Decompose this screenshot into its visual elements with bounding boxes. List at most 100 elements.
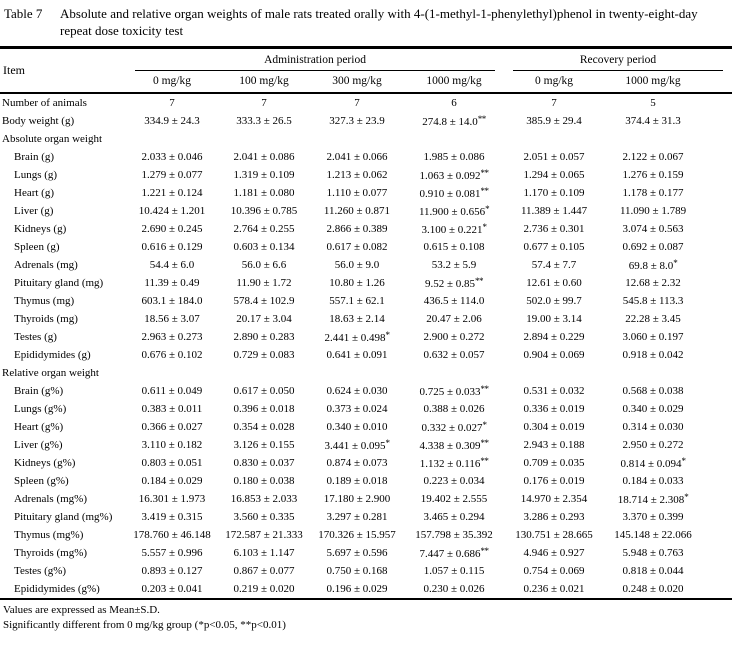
table-number: Table 7	[4, 6, 43, 21]
value-cell: 0.223 ± 0.034	[423, 475, 485, 488]
organ-weight-table: Item Administration period Recovery peri…	[0, 46, 732, 601]
table-row: Testes (g) 2.963 ± 0.273 2.890 ± 0.283 2.44…	[0, 328, 732, 346]
significance-marker: *	[385, 330, 391, 341]
value-cell: 2.690 ± 0.245	[141, 223, 203, 236]
row-item-label: Brain (g%)	[14, 385, 64, 398]
table-row: Thyroids (mg%) 5.557 ± 0.996 6.103 ± 1.147…	[0, 544, 732, 562]
value-cell: 2.041 ± 0.066	[326, 151, 388, 164]
row-item-label: Epididymides (g%)	[14, 583, 100, 596]
row-item-label: Thymus (mg)	[14, 295, 75, 308]
value-cell: 0.632 ± 0.057	[423, 349, 485, 362]
value-cell: 11.39 ± 0.49	[144, 277, 200, 290]
value-cell: 0.203 ± 0.041	[141, 583, 203, 596]
significance-marker: *	[684, 492, 689, 503]
value-cell: 2.122 ± 0.067	[622, 151, 684, 164]
dose-header-admin-1000: 1000 mg/kg	[404, 71, 505, 95]
significance-marker: *	[482, 420, 488, 431]
table-row: Lungs (g) 1.279 ± 0.077 1.319 ± 0.109 1.213…	[0, 166, 732, 184]
value-cell: 2.900 ± 0.272	[423, 331, 485, 344]
value-cell: 333.3 ± 26.5	[236, 115, 292, 128]
value-cell: 3.297 ± 0.281	[326, 511, 388, 524]
value-cell: 19.402 ± 2.555	[420, 493, 488, 506]
value-cell: 4.338 ± 0.309**	[419, 438, 489, 453]
column-group-administration-period: Administration period	[126, 48, 504, 72]
significance-marker: *	[673, 258, 678, 269]
table-row: Liver (g) 10.424 ± 1.201 10.396 ± 0.785 11.…	[0, 202, 732, 220]
value-cell: 0.641 ± 0.091	[326, 349, 388, 362]
value-cell: 1.110 ± 0.077	[326, 187, 388, 200]
value-cell: 170.326 ± 15.957	[318, 529, 396, 542]
value-cell: 53.2 ± 5.9	[431, 259, 477, 272]
value-cell: 0.729 ± 0.083	[233, 349, 295, 362]
value-cell: 2.866 ± 0.389	[326, 223, 388, 236]
value-cell: 1.057 ± 0.115	[423, 565, 485, 578]
value-cell: 7	[551, 97, 557, 110]
value-cell: 0.189 ± 0.018	[326, 475, 388, 488]
value-cell: 0.340 ± 0.010	[326, 421, 388, 434]
table-row: Epididymides (g%) 0.203 ± 0.041 0.219 ± 0.…	[0, 580, 732, 599]
value-cell: 18.56 ± 3.07	[144, 313, 200, 326]
significance-marker: **	[480, 168, 490, 179]
value-cell: 0.904 ± 0.069	[523, 349, 585, 362]
significance-marker: **	[480, 384, 490, 395]
table-row: Spleen (g%) 0.184 ± 0.029 0.180 ± 0.038 0.1…	[0, 472, 732, 490]
value-cell: 54.4 ± 6.0	[149, 259, 195, 272]
value-cell: 6	[451, 97, 457, 110]
value-cell: 374.4 ± 31.3	[625, 115, 681, 128]
section-row: Relative organ weight	[0, 364, 732, 382]
value-cell: 172.587 ± 21.333	[225, 529, 303, 542]
table-row: Thymus (mg%) 178.760 ± 46.148 172.587 ± 21…	[0, 526, 732, 544]
table-row: Pituitary gland (mg) 11.39 ± 0.49 11.90 ± …	[0, 274, 732, 292]
value-cell: 0.219 ± 0.020	[233, 583, 295, 596]
value-cell: 2.894 ± 0.229	[523, 331, 585, 344]
value-cell: 557.1 ± 62.1	[329, 295, 385, 308]
value-cell: 0.611 ± 0.049	[141, 385, 203, 398]
value-cell: 2.736 ± 0.301	[523, 223, 585, 236]
recovery-period-label: Recovery period	[513, 49, 724, 72]
value-cell: 16.301 ± 1.973	[138, 493, 206, 506]
row-item-label: Kidneys (g)	[14, 223, 67, 236]
table-row: Kidneys (g) 2.690 ± 0.245 2.764 ± 0.255 2.8…	[0, 220, 732, 238]
value-cell: 0.366 ± 0.027	[141, 421, 203, 434]
value-cell: 10.396 ± 0.785	[230, 205, 298, 218]
column-header-item: Item	[0, 47, 126, 95]
value-cell: 1.985 ± 0.086	[423, 151, 485, 164]
value-cell: 334.9 ± 24.3	[144, 115, 200, 128]
value-cell: 0.830 ± 0.037	[233, 457, 295, 470]
value-cell: 0.340 ± 0.029	[622, 403, 684, 416]
value-cell: 0.867 ± 0.077	[233, 565, 295, 578]
value-cell: 1.132 ± 0.116**	[419, 456, 489, 471]
value-cell: 2.943 ± 0.188	[523, 439, 585, 452]
value-cell: 0.230 ± 0.026	[423, 583, 485, 596]
value-cell: 2.890 ± 0.283	[233, 331, 295, 344]
value-cell: 10.80 ± 1.26	[329, 277, 385, 290]
value-cell: 3.370 ± 0.399	[622, 511, 684, 524]
value-cell: 0.874 ± 0.073	[326, 457, 388, 470]
row-item-label: Adrenals (mg%)	[14, 493, 88, 506]
value-cell: 0.184 ± 0.033	[622, 475, 684, 488]
value-cell: 0.754 ± 0.069	[523, 565, 585, 578]
value-cell: 0.616 ± 0.129	[141, 241, 203, 254]
significance-marker: *	[482, 222, 488, 233]
table-row: Adrenals (mg) 54.4 ± 6.0 56.0 ± 6.6 56.0 ± …	[0, 256, 732, 274]
value-cell: 157.798 ± 35.392	[415, 529, 493, 542]
table-caption: Table 7 Absolute and relative organ weig…	[0, 0, 732, 43]
value-cell: 1.279 ± 0.077	[141, 169, 203, 182]
value-cell: 9.52 ± 0.85**	[424, 276, 484, 291]
value-cell: 436.5 ± 114.0	[423, 295, 485, 308]
row-item-label: Number of animals	[2, 97, 87, 110]
value-cell: 7.447 ± 0.686**	[419, 546, 489, 561]
value-cell: 3.074 ± 0.563	[622, 223, 684, 236]
value-cell: 18.714 ± 2.308*	[617, 492, 689, 507]
value-cell: 0.236 ± 0.021	[523, 583, 585, 596]
row-item-label: Adrenals (mg)	[14, 259, 78, 272]
value-cell: 0.709 ± 0.035	[523, 457, 585, 470]
value-cell: 20.17 ± 3.04	[236, 313, 292, 326]
value-cell: 1.063 ± 0.092**	[419, 168, 490, 183]
value-cell: 1.181 ± 0.080	[233, 187, 295, 200]
value-cell: 3.419 ± 0.315	[141, 511, 203, 524]
dose-header-recovery-0: 0 mg/kg	[504, 71, 605, 95]
dose-header-admin-300: 300 mg/kg	[310, 71, 404, 95]
significance-marker: **	[475, 276, 484, 287]
value-cell: 5.557 ± 0.996	[141, 547, 203, 560]
